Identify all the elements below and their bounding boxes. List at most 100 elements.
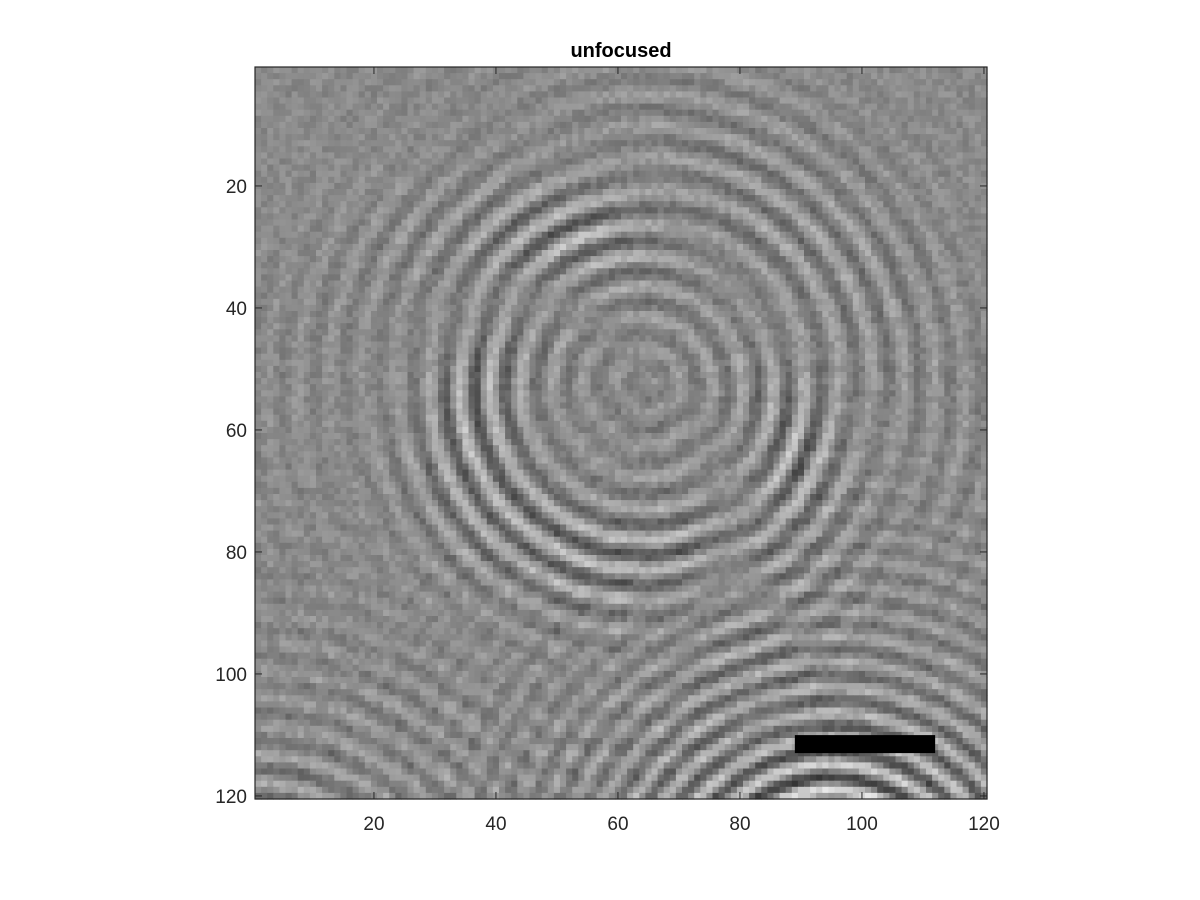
heatmap-cell xyxy=(968,250,976,257)
heatmap-cell xyxy=(901,250,909,257)
heatmap-cell xyxy=(724,207,732,214)
heatmap-cell xyxy=(816,79,823,86)
heatmap-cell xyxy=(499,317,506,324)
heatmap-cell xyxy=(712,256,720,263)
heatmap-cell xyxy=(694,73,701,80)
heatmap-cell xyxy=(346,213,354,221)
heatmap-cell xyxy=(529,317,537,324)
heatmap-cell xyxy=(785,182,793,190)
heatmap-cell xyxy=(431,207,439,214)
heatmap-cell xyxy=(590,146,598,153)
heatmap-cell xyxy=(938,97,945,105)
heatmap-cell xyxy=(852,121,860,129)
heatmap-cell xyxy=(974,237,982,245)
heatmap-cell xyxy=(316,304,323,312)
heatmap-cell xyxy=(706,158,714,166)
heatmap-cell xyxy=(633,164,640,172)
heatmap-cell xyxy=(706,231,714,239)
heatmap-cell xyxy=(492,128,500,135)
heatmap-cell xyxy=(743,121,750,129)
heatmap-cell xyxy=(273,311,280,318)
heatmap-cell xyxy=(816,103,823,111)
heatmap-cell xyxy=(852,274,860,282)
heatmap-cell xyxy=(255,237,262,245)
heatmap-cell xyxy=(438,128,445,135)
heatmap-cell xyxy=(316,140,323,147)
heatmap-cell xyxy=(462,97,470,105)
heatmap-cell xyxy=(950,304,958,312)
heatmap-cell xyxy=(804,225,811,233)
heatmap-cell xyxy=(322,140,329,147)
heatmap-cell xyxy=(383,73,390,80)
heatmap-cell xyxy=(627,207,634,214)
heatmap-cell xyxy=(584,298,592,306)
heatmap-cell xyxy=(505,121,512,129)
heatmap-cell xyxy=(669,262,677,269)
heatmap-cell xyxy=(913,121,921,129)
heatmap-cell xyxy=(822,152,829,160)
heatmap-cell xyxy=(669,146,677,153)
heatmap-cell xyxy=(596,91,604,99)
heatmap-cell xyxy=(444,79,451,86)
heatmap-cell xyxy=(645,225,653,233)
heatmap-cell xyxy=(810,79,817,86)
heatmap-cell xyxy=(694,109,701,117)
heatmap-cell xyxy=(816,231,823,239)
heatmap-cell xyxy=(431,97,439,105)
heatmap-cell xyxy=(633,115,640,123)
heatmap-cell xyxy=(706,286,714,294)
heatmap-cell xyxy=(547,158,555,166)
heatmap-cell xyxy=(633,237,640,245)
heatmap-cell xyxy=(682,304,689,312)
heatmap-cell xyxy=(358,250,366,257)
heatmap-cell xyxy=(389,201,396,208)
heatmap-cell xyxy=(645,256,653,263)
heatmap-cell xyxy=(797,91,805,99)
heatmap-cell xyxy=(474,286,482,294)
heatmap-cell xyxy=(492,109,500,117)
heatmap-cell xyxy=(474,280,482,288)
heatmap-cell xyxy=(743,189,750,196)
heatmap-cell xyxy=(608,176,616,184)
heatmap-cell xyxy=(846,182,854,190)
heatmap-cell xyxy=(456,85,463,92)
heatmap-cell xyxy=(468,292,476,300)
heatmap-cell xyxy=(328,219,335,227)
heatmap-cell xyxy=(590,79,598,86)
heatmap-cell xyxy=(474,292,482,300)
heatmap-cell xyxy=(474,237,482,245)
heatmap-cell xyxy=(694,286,701,294)
heatmap-cell xyxy=(523,219,531,227)
heatmap-cell xyxy=(285,219,293,227)
heatmap-cell xyxy=(328,158,335,166)
heatmap-cell xyxy=(340,164,348,172)
heatmap-cell xyxy=(291,67,299,74)
heatmap-cell xyxy=(621,73,628,80)
heatmap-cell xyxy=(718,121,726,129)
heatmap-cell xyxy=(810,158,817,166)
heatmap-cell xyxy=(401,176,409,184)
heatmap-cell xyxy=(810,189,817,196)
heatmap-cell xyxy=(389,292,396,300)
heatmap-cell xyxy=(736,298,744,306)
heatmap-cell xyxy=(273,237,280,245)
heatmap-cell xyxy=(474,274,482,282)
heatmap-cell xyxy=(706,219,714,227)
heatmap-cell xyxy=(431,73,439,80)
heatmap-cell xyxy=(816,256,823,263)
heatmap-cell xyxy=(346,79,354,86)
heatmap-cell xyxy=(395,286,402,294)
heatmap-cell xyxy=(621,225,628,233)
heatmap-cell xyxy=(669,280,677,288)
heatmap-cell xyxy=(517,311,524,318)
heatmap-cell xyxy=(913,213,921,221)
heatmap-cell xyxy=(810,152,817,160)
heatmap-cell xyxy=(877,97,884,105)
heatmap-cell xyxy=(675,280,683,288)
heatmap-cell xyxy=(492,311,500,318)
heatmap-cell xyxy=(877,201,884,208)
heatmap-cell xyxy=(749,115,756,123)
heatmap-cell xyxy=(877,280,884,288)
heatmap-cell xyxy=(572,243,579,251)
heatmap-cell xyxy=(700,256,707,263)
